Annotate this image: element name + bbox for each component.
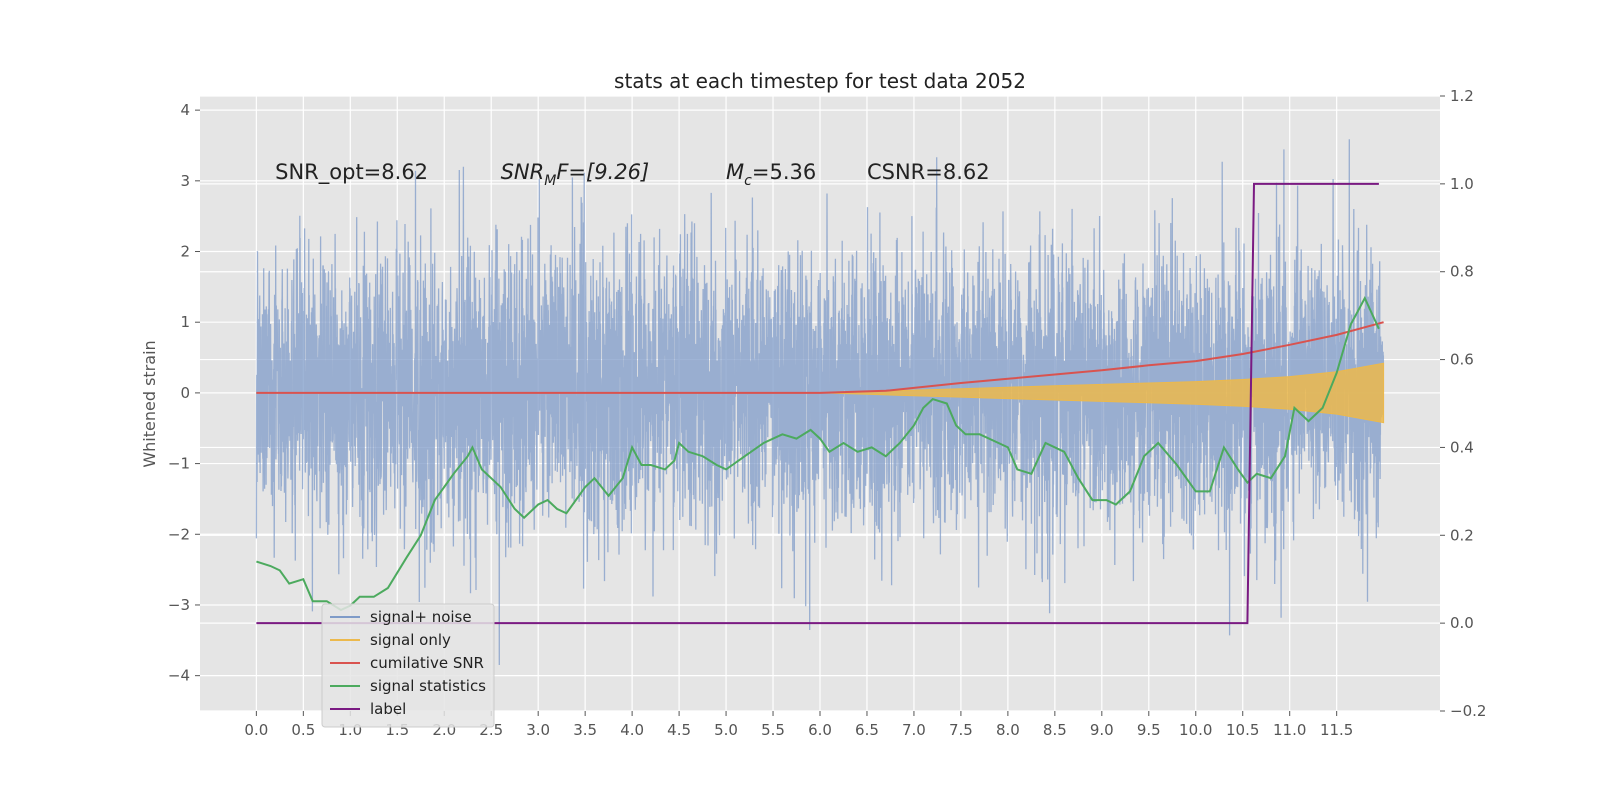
x-tick-label: 0.0	[244, 721, 268, 739]
y2-tick-label: 1.2	[1450, 87, 1474, 105]
y-tick-label: 0	[180, 384, 190, 402]
y-tick-label: −2	[168, 525, 190, 543]
legend-label: signal statistics	[370, 677, 486, 695]
annotation-tail: F=[9.26]	[556, 160, 649, 184]
y-tick-label: 2	[180, 243, 190, 261]
y2-tick-label: 0.2	[1450, 526, 1474, 544]
x-tick-label: 5.5	[761, 721, 785, 739]
x-tick-label: 10.5	[1226, 721, 1259, 739]
x-tick-label: 8.0	[996, 721, 1020, 739]
series-cumulative-snr	[256, 321, 1384, 394]
y2-tick-label: 0.8	[1450, 263, 1474, 281]
annotation-snr-opt: SNR_opt=8.62	[275, 160, 428, 185]
legend-label: cumilative SNR	[370, 654, 484, 672]
legend: signal+ noise signal only cumilative SNR si…	[321, 603, 495, 728]
legend-label: label	[370, 700, 406, 718]
annotation-snr-mf: SNRMF=[9.26]	[501, 160, 650, 189]
annotation-layer: SNR_opt=8.62 SNRMF=[9.26] Mc=5.36 CSNR=8.62	[275, 160, 989, 189]
x-tick-label: 5.0	[714, 721, 738, 739]
x-tick-label: 4.0	[620, 721, 644, 739]
y-tick-label: 3	[180, 172, 190, 190]
series-signal-noise	[255, 139, 1385, 666]
x-tick-label: 3.0	[526, 721, 550, 739]
legend-label: signal+ noise	[370, 608, 472, 626]
annotation-csnr: CSNR=8.62	[867, 160, 990, 184]
x-tick-label: 10.0	[1179, 721, 1212, 739]
y-tick-label: −4	[168, 667, 190, 685]
y-axis-label: Whitened strain	[140, 340, 159, 467]
axes-layer: 0.0 0.5 1.0 1.5 2.0 2.5 3.0 3.5 4.0 4.5 5.0 5.5 6.0 6…	[168, 87, 1487, 739]
y-tick-label: −3	[168, 596, 190, 614]
x-tick-label: 7.5	[949, 721, 973, 739]
noise-layer	[255, 139, 1385, 666]
x-tick-label: 9.5	[1137, 721, 1161, 739]
x-tick-label: 11.0	[1273, 721, 1306, 739]
y2-tick-label: 0.4	[1450, 438, 1474, 456]
annotation-mc: Mc=5.36	[726, 160, 816, 189]
x-tick-label: 11.5	[1320, 721, 1353, 739]
x-tick-label: 8.5	[1043, 721, 1067, 739]
annotation-subscript: M	[544, 173, 556, 189]
y2-tick-label: 0.6	[1450, 351, 1474, 369]
series-signal-statistics	[256, 295, 1380, 612]
series-layer	[256, 182, 1385, 625]
chart-title: stats at each timestep for test data 205…	[614, 69, 1026, 93]
legend-label: signal only	[370, 631, 451, 649]
y2-tick-label: 1.0	[1450, 175, 1474, 193]
x-tick-label: 7.0	[902, 721, 926, 739]
legend-box	[321, 603, 495, 728]
y-tick-label: 1	[180, 313, 190, 331]
annotation-base: SNR	[501, 160, 545, 184]
annotation-base: M	[726, 160, 744, 184]
annotation-tail: =5.36	[752, 160, 816, 184]
y2-tick-label: −0.2	[1450, 702, 1486, 720]
x-tick-label: 3.5	[573, 721, 597, 739]
x-tick-label: 9.0	[1090, 721, 1114, 739]
x-tick-label: 6.0	[808, 721, 832, 739]
y2-tick-label: 0.0	[1450, 614, 1474, 632]
y-tick-label: −1	[168, 455, 190, 473]
x-tick-label: 6.5	[855, 721, 879, 739]
x-tick-label: 0.5	[291, 721, 315, 739]
x-tick-label: 4.5	[667, 721, 691, 739]
y-tick-label: 4	[180, 101, 190, 119]
annotation-subscript: c	[744, 173, 752, 189]
series-label	[256, 182, 1379, 625]
